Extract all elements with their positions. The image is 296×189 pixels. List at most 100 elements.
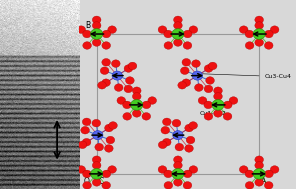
Circle shape [92,22,101,29]
Circle shape [92,179,101,186]
Circle shape [102,30,111,38]
Circle shape [132,110,141,117]
Circle shape [173,131,183,140]
Circle shape [183,182,192,189]
Circle shape [182,59,191,66]
Circle shape [81,126,89,134]
Circle shape [82,118,91,126]
Text: Cu3-Cu4: Cu3-Cu4 [202,74,292,79]
Circle shape [102,42,110,49]
Circle shape [198,97,207,104]
Circle shape [185,124,193,132]
Circle shape [173,16,182,24]
Circle shape [214,93,222,100]
Circle shape [204,85,213,93]
Circle shape [172,169,184,179]
Circle shape [255,162,263,169]
Circle shape [245,170,254,178]
Circle shape [185,145,193,152]
Circle shape [92,156,101,163]
Circle shape [142,113,151,120]
Circle shape [77,26,86,33]
Circle shape [214,87,222,94]
Circle shape [189,166,198,173]
Circle shape [173,179,182,186]
Circle shape [104,145,113,152]
Text: C: C [99,177,104,186]
Circle shape [77,166,86,173]
Circle shape [265,30,273,38]
Circle shape [206,77,214,84]
Text: Cu1-Cu2: Cu1-Cu2 [200,105,226,116]
Circle shape [93,131,103,140]
Circle shape [163,118,171,126]
Circle shape [78,141,87,149]
Text: A: A [261,177,267,186]
Circle shape [223,101,232,109]
Circle shape [239,166,248,173]
Circle shape [100,67,109,74]
Circle shape [270,26,279,33]
Circle shape [92,119,101,127]
Circle shape [83,170,91,178]
Circle shape [102,182,110,189]
Circle shape [83,30,91,38]
Circle shape [255,179,263,186]
Circle shape [108,166,116,173]
Circle shape [264,182,273,189]
Circle shape [175,143,184,151]
Circle shape [194,84,203,91]
Circle shape [123,101,131,109]
Circle shape [102,170,111,178]
Circle shape [132,93,141,100]
Circle shape [204,101,213,109]
Text: B: B [85,21,90,30]
Circle shape [117,97,126,104]
Circle shape [124,65,133,72]
Circle shape [92,162,101,169]
Circle shape [192,71,203,80]
Circle shape [245,30,254,38]
Circle shape [164,42,173,49]
Circle shape [123,113,131,120]
Circle shape [245,42,254,49]
Circle shape [208,62,217,70]
Circle shape [178,81,186,89]
Circle shape [108,26,116,33]
Circle shape [183,42,192,49]
Circle shape [164,170,173,178]
Circle shape [192,60,200,67]
Circle shape [92,16,101,24]
Circle shape [102,79,110,87]
Circle shape [172,29,184,39]
Circle shape [131,100,143,110]
Circle shape [164,30,173,38]
Circle shape [83,42,91,49]
Circle shape [189,26,198,33]
Circle shape [173,39,182,46]
Circle shape [265,170,273,178]
Circle shape [173,22,182,29]
Circle shape [158,141,167,149]
Circle shape [112,60,120,67]
Circle shape [98,81,106,89]
Circle shape [148,97,157,104]
Circle shape [183,30,192,38]
Circle shape [204,113,213,120]
Circle shape [172,119,181,127]
Circle shape [132,87,141,94]
Circle shape [264,42,273,49]
Circle shape [158,166,167,173]
Circle shape [164,182,173,189]
Circle shape [82,139,91,146]
Circle shape [114,84,123,91]
Circle shape [128,62,137,70]
Circle shape [255,16,263,24]
Circle shape [126,77,134,84]
Circle shape [91,169,103,179]
Circle shape [223,113,232,120]
Circle shape [124,85,133,93]
Circle shape [104,124,113,132]
Circle shape [239,26,248,33]
Circle shape [142,101,151,109]
